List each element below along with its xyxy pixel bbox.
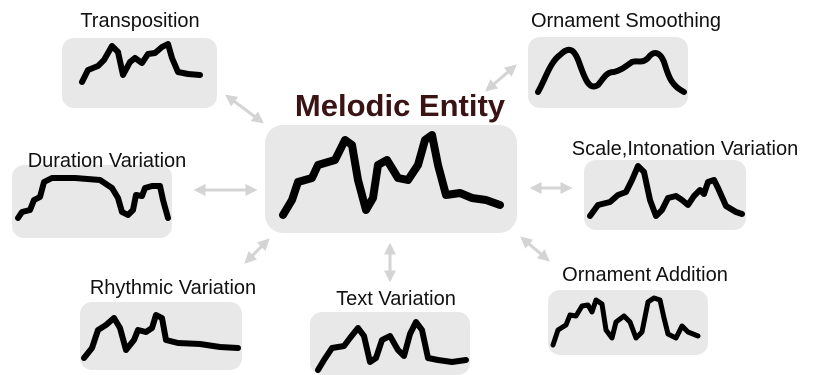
node-box <box>80 302 242 370</box>
node-label: Rhythmic Variation <box>90 277 256 299</box>
node-label: Scale,Intonation Variation <box>572 138 798 160</box>
arrow <box>227 96 262 122</box>
node-label: Ornament Addition <box>562 264 728 286</box>
node-label: Text Variation <box>336 288 456 310</box>
title: Melodic Entity <box>295 88 506 123</box>
diagram: Melodic Entity Transposition Ornament Sm… <box>0 0 831 375</box>
arrow <box>487 66 515 90</box>
node-label: Ornament Smoothing <box>531 10 721 32</box>
arrow <box>246 240 268 262</box>
node-label: Transposition <box>80 10 199 32</box>
node-label: Duration Variation <box>28 150 187 172</box>
node-box <box>310 312 470 375</box>
arrow <box>522 238 548 260</box>
